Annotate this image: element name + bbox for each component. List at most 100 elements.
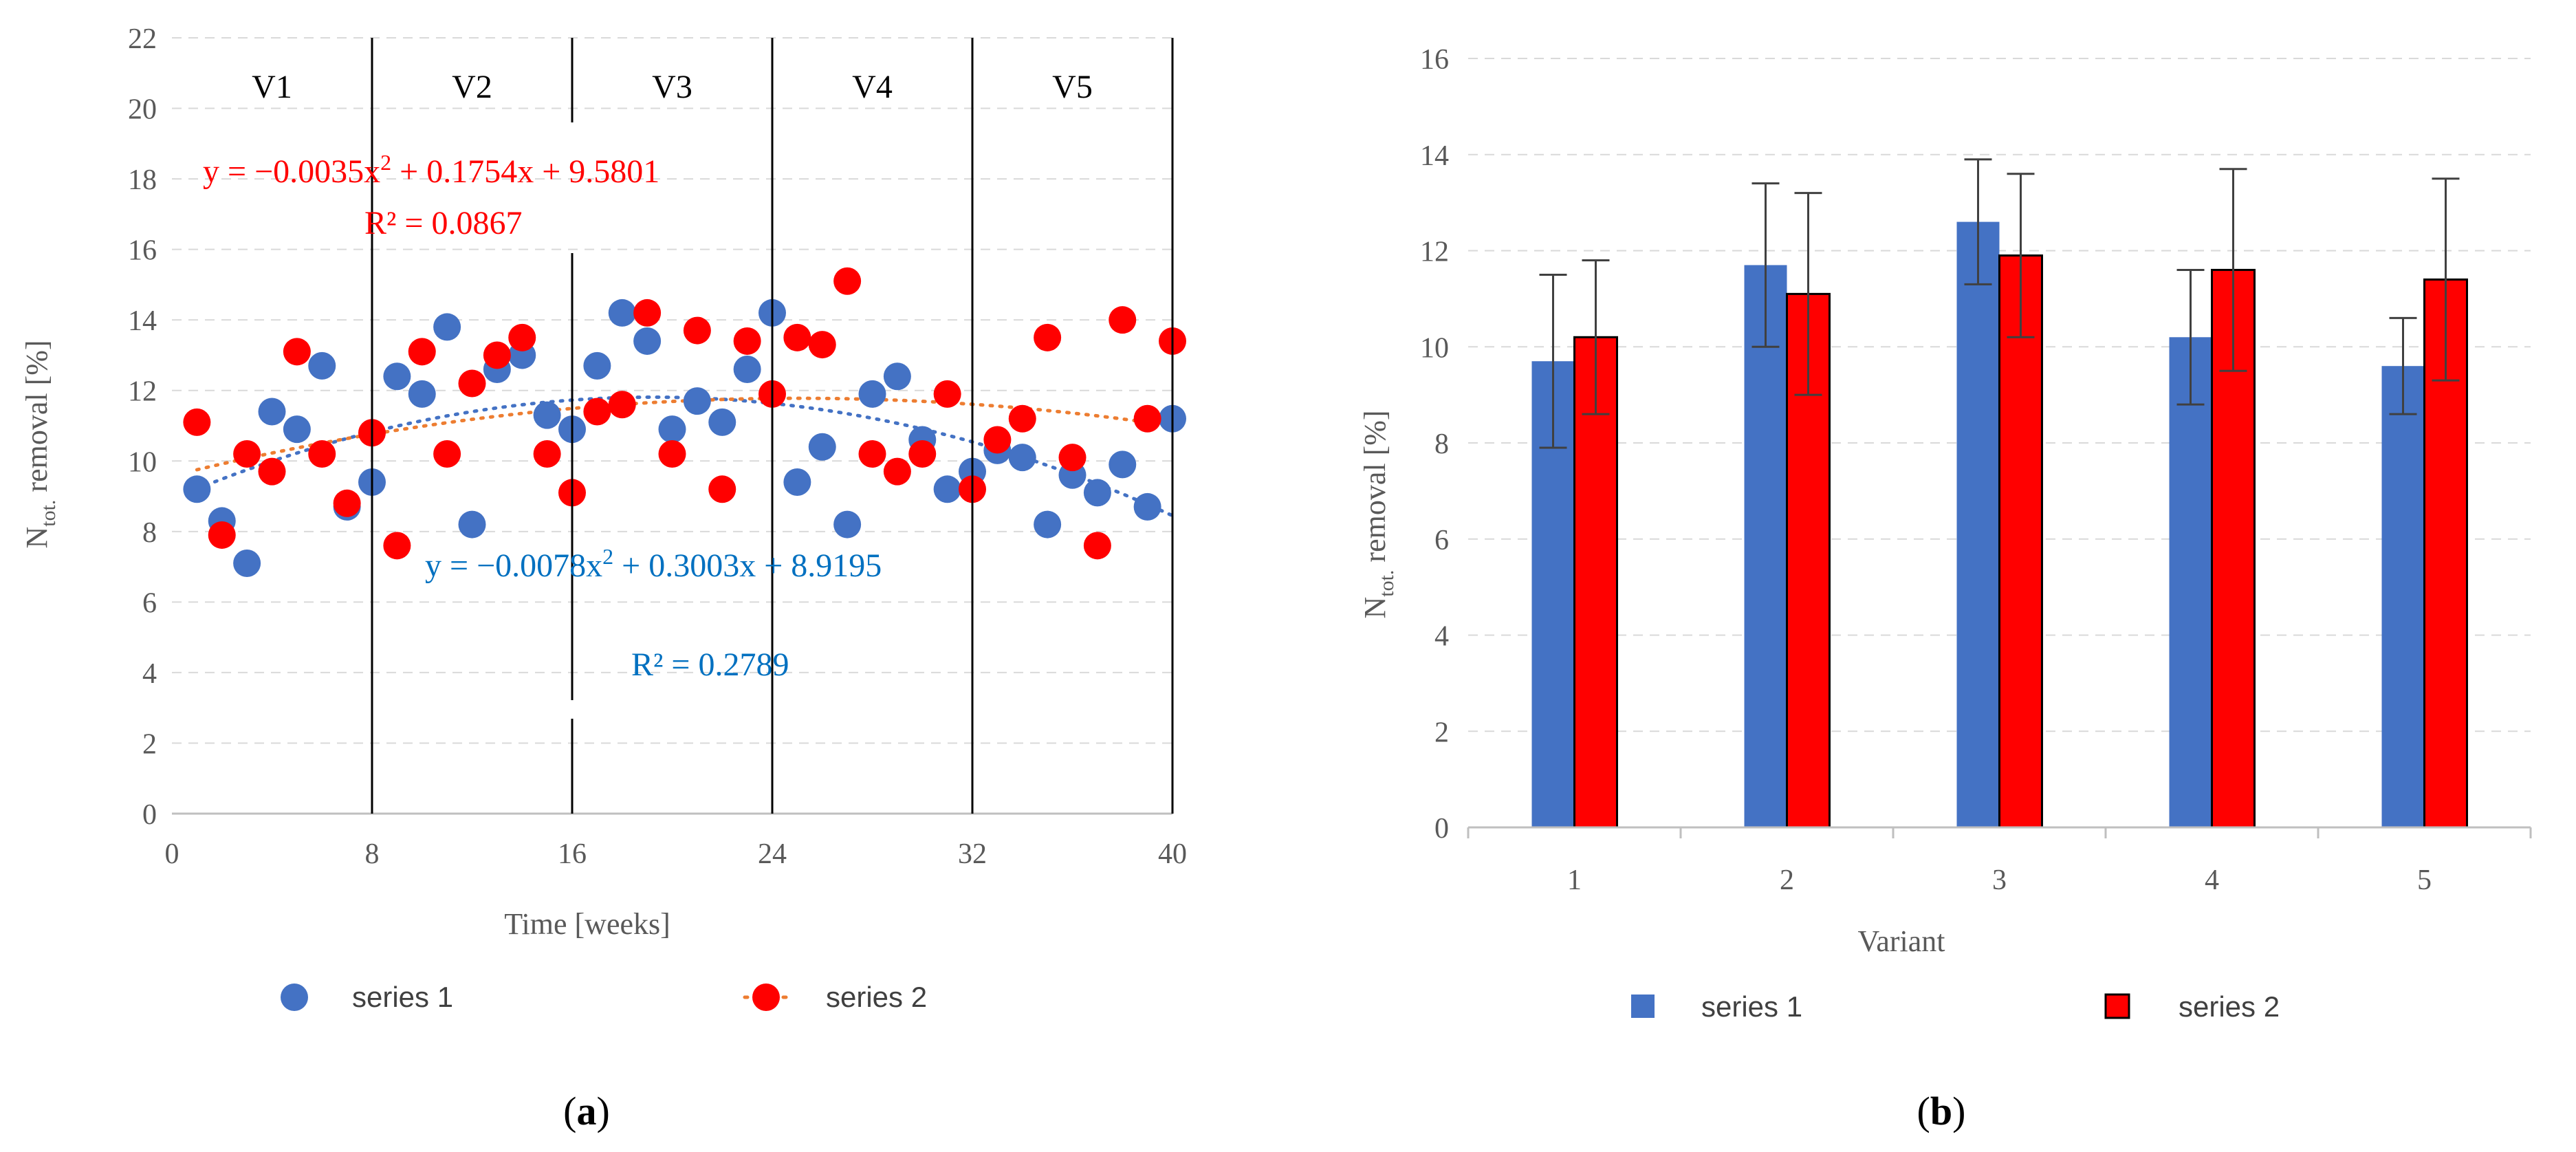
a-point-series1	[1083, 479, 1111, 507]
b-legend-label-series1: series 1	[1701, 990, 1802, 1023]
a-point-series1	[1034, 510, 1062, 539]
a-point-series2	[608, 391, 636, 419]
a-legend-marker-series1	[281, 983, 308, 1011]
a-point-series1	[633, 327, 662, 355]
b-legend-label-series2: series 2	[2179, 990, 2280, 1023]
a-point-series2	[733, 327, 761, 355]
a-point-series2	[183, 408, 211, 436]
a-point-series1	[608, 298, 636, 327]
b-bars	[1531, 221, 2468, 829]
b-y-tick-labels: 0 2 4 6 8 10 12 14 16	[1420, 44, 1449, 845]
a-point-series2	[533, 440, 561, 468]
a-point-series1	[858, 380, 886, 408]
a-point-series2	[208, 521, 236, 549]
a-series2-equation: y = −0.0035x2 + 0.1754x + 9.5801	[203, 150, 659, 190]
a-point-series2	[1133, 404, 1161, 433]
a-y-tick-label: 14	[128, 305, 157, 337]
a-point-series1	[733, 355, 761, 383]
a-caption: (a)	[563, 1089, 610, 1133]
a-point-series2	[508, 323, 536, 351]
a-variant-label: V1	[252, 69, 292, 105]
b-error-bars	[1539, 158, 2460, 449]
b-x-tick-label: 4	[2205, 865, 2219, 896]
a-point-series1	[433, 313, 461, 341]
a-point-series2	[433, 440, 461, 468]
a-point-series2	[233, 440, 261, 468]
b-x-tick-label: 1	[1567, 865, 1582, 896]
a-point-series2	[708, 475, 736, 503]
a-point-series1	[183, 475, 211, 503]
b-caption: (b)	[1917, 1089, 1966, 1133]
a-point-series1	[1109, 450, 1137, 479]
a-point-series2	[983, 426, 1012, 454]
b-y-tick-label: 14	[1420, 140, 1449, 172]
a-legend-label-series2: series 2	[826, 981, 927, 1013]
a-y-tick-label: 20	[128, 94, 157, 126]
a-x-tick-label: 32	[958, 838, 987, 870]
a-series2-eq-exponent: 2	[380, 150, 391, 175]
a-point-series1	[383, 362, 411, 391]
a-point-series1	[308, 351, 336, 380]
a-variant-labels: V1 V2 V3 V4 V5	[252, 69, 1093, 105]
a-variant-label: V5	[1052, 69, 1093, 105]
a-series2-r2: R² = 0.0867	[364, 205, 522, 241]
a-point-series2	[308, 440, 336, 468]
a-point-series1	[1133, 492, 1161, 521]
a-point-series2	[1008, 404, 1036, 433]
a-point-series2	[1034, 323, 1062, 351]
a-point-series2	[783, 323, 811, 351]
a-data-points	[183, 267, 1186, 577]
b-y-tick-label: 10	[1420, 332, 1449, 364]
b-bar-series1	[1956, 221, 2000, 827]
a-series1-r2: R² = 0.2789	[631, 646, 789, 683]
a-point-series1	[808, 433, 836, 461]
a-point-series1	[458, 510, 486, 539]
a-point-series2	[1109, 306, 1137, 334]
a-y-tick-label: 4	[142, 658, 157, 690]
a-point-series2	[858, 440, 886, 468]
a-point-series2	[683, 316, 711, 345]
a-point-series2	[933, 380, 961, 408]
a-point-series1	[683, 387, 711, 415]
b-x-tick-label: 2	[1780, 865, 1794, 896]
b-y-tick-label: 16	[1420, 44, 1449, 76]
a-point-series1	[233, 549, 261, 577]
a-x-tick-label: 40	[1158, 838, 1187, 870]
b-y-tick-label: 12	[1420, 237, 1449, 268]
a-point-series2	[658, 440, 686, 468]
b-legend-swatch-series2	[2104, 993, 2130, 1019]
b-x-axis-title: Variant	[1857, 924, 1945, 958]
b-x-axis	[1467, 826, 2532, 838]
a-point-series1	[708, 408, 736, 436]
b-y-tick-label: 0	[1434, 813, 1449, 845]
a-point-series1	[1008, 444, 1036, 472]
a-variant-label: V3	[652, 69, 692, 105]
b-x-tick-labels: 1 2 3 4 5	[1567, 865, 2432, 896]
a-gridlines	[172, 37, 1172, 744]
a-y-tick-label: 10	[128, 446, 157, 478]
b-bar-series1	[2169, 337, 2212, 827]
a-series1-equation: y = −0.0078x2 + 0.3003x + 8.9195	[425, 544, 882, 584]
a-legend-marker-series2	[752, 983, 780, 1011]
a-variant-label: V4	[852, 69, 893, 105]
a-point-series2	[383, 532, 411, 560]
a-y-tick-label: 0	[142, 799, 157, 831]
b-bar-series2	[1573, 336, 1618, 829]
b-y-tick-label: 8	[1434, 428, 1449, 460]
a-point-series2	[808, 331, 836, 359]
a-point-series2	[633, 298, 662, 327]
a-point-series2	[408, 338, 436, 366]
a-y-tick-label: 18	[128, 164, 157, 196]
b-bar-series1	[2381, 366, 2425, 827]
a-y-tick-labels: 0 2 4 6 8 10 12 14 16 18 20 22	[128, 23, 157, 831]
a-point-series1	[408, 380, 436, 408]
b-legend-swatch-series1	[1631, 995, 1655, 1018]
a-point-series2	[283, 338, 311, 366]
a-point-series2	[258, 457, 286, 486]
a-point-series2	[908, 440, 937, 468]
a-point-series2	[1083, 532, 1111, 560]
a-point-series2	[833, 267, 862, 295]
